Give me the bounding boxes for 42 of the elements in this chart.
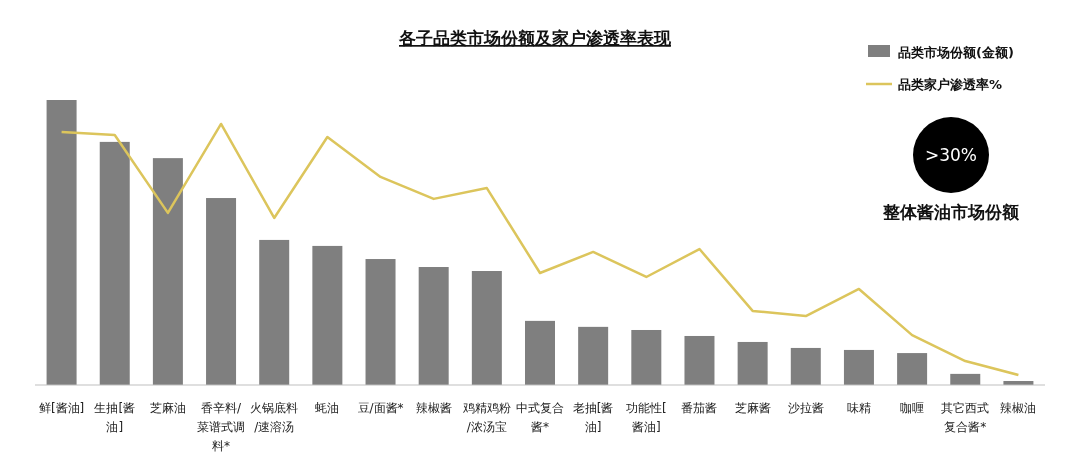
bar <box>365 259 396 385</box>
x-tick-label: 香辛料/菜谱式调料* <box>197 401 246 453</box>
bar <box>684 335 715 385</box>
bar <box>312 245 343 385</box>
x-tick-label: 豆/面酱* <box>357 401 404 415</box>
bar <box>525 320 555 385</box>
x-tick-label: 咖喱 <box>900 401 925 415</box>
x-tick-label: 番茄酱 <box>681 401 718 415</box>
x-tick-label: 老抽[酱油] <box>572 401 614 434</box>
annotation: >30% <box>924 145 978 165</box>
x-tick-label: 蚝油 <box>315 401 340 415</box>
x-tick-label: 辣椒酱 <box>415 401 452 415</box>
x-tick-label: 味精 <box>846 401 871 415</box>
x-tick-label: 火锅底料/速溶汤 <box>250 401 299 434</box>
x-tick-label: 其它西式复合酱* <box>941 401 990 434</box>
x-tick-label: 芝麻油 <box>149 401 186 415</box>
x-tick-label: 中式复合酱* <box>516 401 564 434</box>
bar <box>152 158 183 385</box>
bar <box>46 100 77 385</box>
bar <box>631 330 662 385</box>
bar <box>259 239 290 385</box>
bar <box>843 349 874 385</box>
bar <box>897 353 928 385</box>
x-tick-label: 辣椒油 <box>1000 401 1037 415</box>
bar <box>206 198 237 385</box>
bar <box>418 267 449 385</box>
bar <box>578 326 609 385</box>
x-tick-label: 沙拉酱 <box>787 401 824 415</box>
bar <box>99 141 130 385</box>
bar <box>790 347 821 385</box>
x-tick-label: 鲜[酱油] <box>38 401 85 415</box>
x-tick-label: 功能性[酱油] <box>625 401 667 434</box>
chart-title: 各子品类市场份额及家户渗透率表现 <box>398 28 672 48</box>
x-tick-label: 鸡精鸡粉/浓汤宝 <box>461 401 511 434</box>
bar <box>737 341 768 385</box>
bar <box>471 271 502 385</box>
x-tick-label: 芝麻酱 <box>734 401 771 415</box>
bar <box>950 373 981 385</box>
legend-label: 品类家户渗透率% <box>898 77 1003 92</box>
annotation: 整体酱油市场份额 <box>882 202 1020 222</box>
legend-label: 品类市场份额(金额) <box>898 45 1014 60</box>
x-tick-label: 生抽[酱油] <box>94 401 136 434</box>
